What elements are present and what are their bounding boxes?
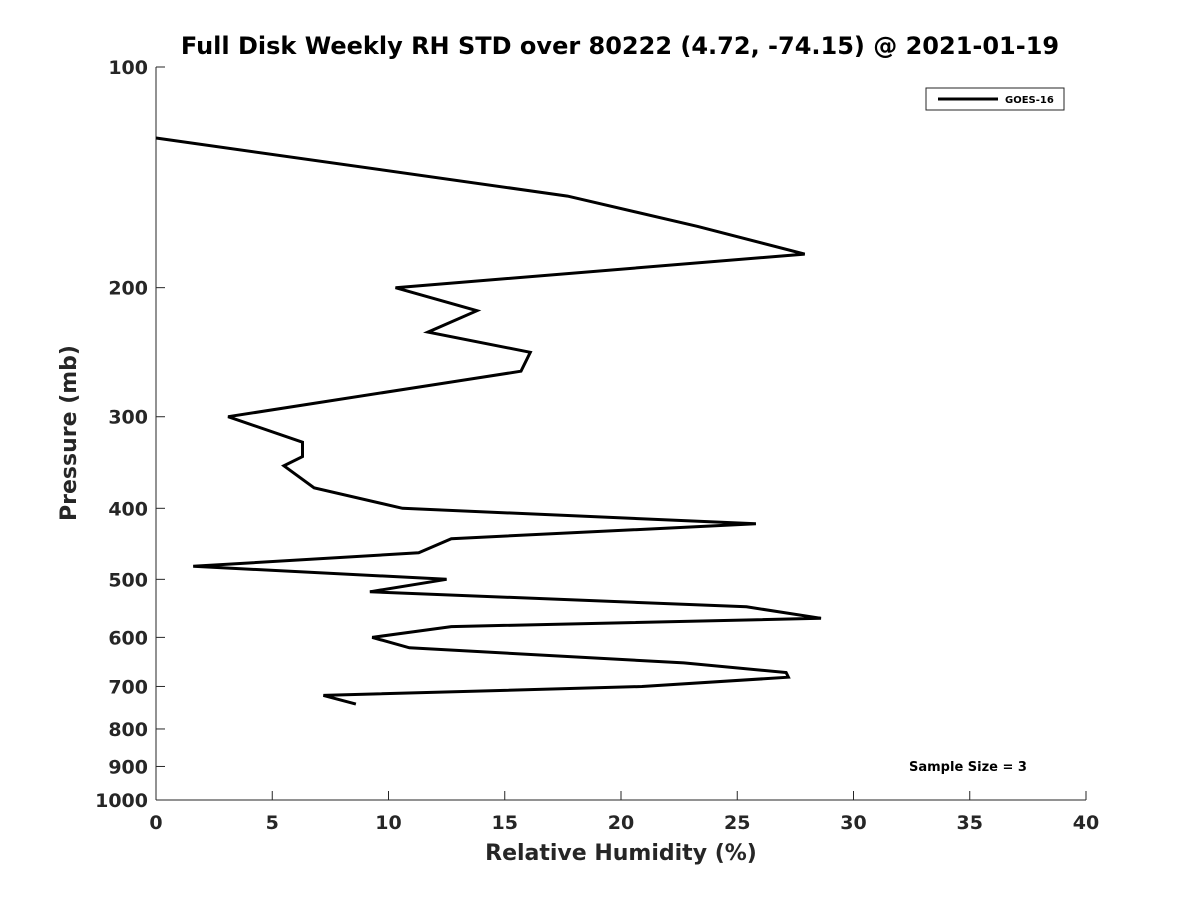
y-tick-label: 600 — [108, 627, 148, 649]
x-tick-label: 10 — [375, 812, 401, 834]
y-tick-label: 900 — [108, 756, 148, 778]
y-tick-label: 800 — [108, 719, 148, 741]
y-tick-label: 300 — [108, 407, 148, 429]
chart-title: Full Disk Weekly RH STD over 80222 (4.72… — [181, 32, 1059, 60]
legend-label-goes-16: GOES-16 — [1005, 95, 1054, 106]
series-group — [155, 136, 822, 706]
x-tick-label: 20 — [608, 812, 634, 834]
x-tick-label: 35 — [957, 812, 983, 834]
y-tick-label: 700 — [108, 676, 148, 698]
y-tick-label: 100 — [108, 57, 148, 79]
x-tick-label: 30 — [840, 812, 866, 834]
y-axis-label: Pressure (mb) — [57, 345, 82, 521]
y-tick-label: 200 — [108, 278, 148, 300]
x-tick-label: 15 — [492, 812, 518, 834]
x-axis-label: Relative Humidity (%) — [485, 841, 757, 866]
series-line-goes-16 — [155, 136, 822, 706]
x-ticks: 0 5 10 15 20 25 30 35 40 — [149, 791, 1099, 834]
x-tick-label: 5 — [266, 812, 279, 834]
y-tick-label: 1000 — [95, 790, 148, 812]
y-tick-label: 500 — [108, 569, 148, 591]
sample-size-annotation: Sample Size = 3 — [909, 760, 1027, 775]
x-tick-label: 0 — [149, 812, 162, 834]
x-tick-label: 40 — [1073, 812, 1099, 834]
y-ticks: 100 200 300 400 500 600 700 800 900 1000 — [95, 57, 165, 812]
legend: GOES-16 — [925, 87, 1065, 111]
y-tick-label: 400 — [108, 498, 148, 520]
x-tick-label: 25 — [724, 812, 750, 834]
